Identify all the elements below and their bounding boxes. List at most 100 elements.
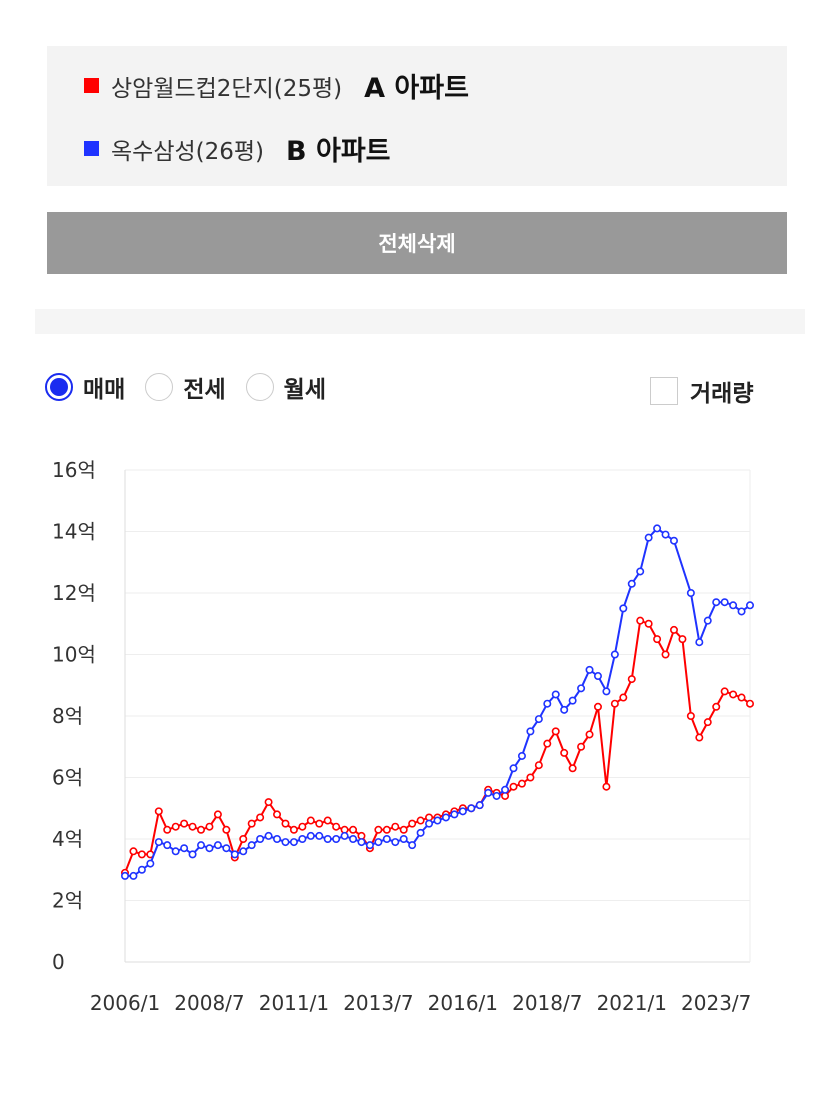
legend-tag-b: B 아파트 bbox=[286, 136, 391, 167]
data-point bbox=[577, 742, 586, 751]
data-point bbox=[560, 748, 569, 757]
data-point bbox=[188, 850, 197, 859]
data-point bbox=[484, 788, 493, 797]
data-point bbox=[585, 665, 594, 674]
data-point bbox=[137, 850, 146, 859]
y-tick-label: 16억 bbox=[52, 458, 96, 482]
data-point bbox=[171, 847, 180, 856]
data-point bbox=[602, 782, 611, 791]
volume-checkbox[interactable] bbox=[650, 377, 678, 405]
data-point bbox=[627, 579, 636, 588]
data-point bbox=[720, 687, 729, 696]
data-point bbox=[298, 822, 307, 831]
data-point bbox=[399, 834, 408, 843]
data-point bbox=[669, 625, 678, 634]
data-point bbox=[281, 819, 290, 828]
volume-toggle[interactable]: 거래량 bbox=[650, 374, 753, 408]
data-point bbox=[289, 838, 298, 847]
data-point bbox=[661, 530, 670, 539]
data-point bbox=[408, 819, 417, 828]
x-tick-label: 2023/7 bbox=[681, 991, 751, 1015]
data-point bbox=[247, 819, 256, 828]
data-point bbox=[129, 847, 138, 856]
data-point bbox=[315, 819, 324, 828]
data-point bbox=[239, 834, 248, 843]
radio-sale[interactable]: 매매 bbox=[45, 370, 125, 404]
legend-label-b: 옥수삼성(26평) bbox=[111, 138, 265, 165]
data-point bbox=[256, 834, 265, 843]
data-point bbox=[416, 828, 425, 837]
x-tick-label: 2018/7 bbox=[512, 991, 582, 1015]
radio-sale-label: 매매 bbox=[83, 377, 126, 403]
data-point bbox=[526, 773, 535, 782]
data-point bbox=[467, 804, 476, 813]
data-point bbox=[543, 739, 552, 748]
data-point bbox=[577, 684, 586, 693]
data-point bbox=[568, 696, 577, 705]
y-tick-label: 10억 bbox=[52, 643, 96, 667]
y-tick-label: 14억 bbox=[52, 520, 96, 544]
data-point bbox=[154, 807, 163, 816]
data-point bbox=[391, 838, 400, 847]
data-point bbox=[264, 798, 273, 807]
data-point bbox=[619, 604, 628, 613]
y-tick-label: 6억 bbox=[52, 766, 83, 790]
series-line-a bbox=[124, 619, 751, 874]
legend-item-b[interactable]: 옥수삼성(26평) B 아파트 bbox=[84, 129, 391, 168]
data-point bbox=[737, 607, 746, 616]
data-point bbox=[121, 871, 130, 880]
data-point bbox=[712, 598, 721, 607]
data-point bbox=[180, 819, 189, 828]
data-point bbox=[534, 761, 543, 770]
data-point bbox=[602, 687, 611, 696]
data-point bbox=[273, 834, 282, 843]
data-point bbox=[349, 834, 358, 843]
data-point bbox=[399, 825, 408, 834]
data-point bbox=[526, 727, 535, 736]
legend-tag-a: A 아파트 bbox=[364, 73, 469, 104]
data-point bbox=[551, 690, 560, 699]
data-point bbox=[568, 764, 577, 773]
blue-square-icon bbox=[84, 141, 99, 156]
data-point bbox=[543, 699, 552, 708]
radio-jeonse[interactable]: 전세 bbox=[145, 370, 226, 404]
data-point bbox=[323, 834, 332, 843]
y-tick-label: 2억 bbox=[52, 889, 83, 913]
data-point bbox=[408, 841, 417, 850]
y-tick-label: 8억 bbox=[52, 704, 83, 728]
data-point bbox=[264, 831, 273, 840]
data-point bbox=[374, 838, 383, 847]
data-point bbox=[703, 616, 712, 625]
delete-all-button[interactable]: 전체삭제 bbox=[47, 212, 787, 274]
radio-monthly[interactable]: 월세 bbox=[245, 370, 326, 404]
data-point bbox=[332, 822, 341, 831]
legend-item-a[interactable]: 상암월드컵2단지(25평) A 아파트 bbox=[84, 66, 469, 105]
data-point bbox=[171, 822, 180, 831]
data-point bbox=[661, 650, 670, 659]
data-point bbox=[695, 733, 704, 742]
data-point bbox=[669, 536, 678, 545]
data-point bbox=[298, 834, 307, 843]
data-point bbox=[205, 822, 214, 831]
radio-unselected-icon[interactable] bbox=[145, 373, 174, 401]
data-point bbox=[644, 619, 653, 628]
x-tick-label: 2008/7 bbox=[174, 991, 244, 1015]
data-point bbox=[501, 785, 510, 794]
data-point bbox=[349, 825, 358, 834]
data-point bbox=[289, 825, 298, 834]
data-point bbox=[475, 801, 484, 810]
x-tick-label: 2013/7 bbox=[343, 991, 413, 1015]
data-point bbox=[382, 825, 391, 834]
data-point bbox=[425, 819, 434, 828]
data-point bbox=[315, 831, 324, 840]
data-point bbox=[551, 727, 560, 736]
trade-type-radio-group: 매매 전세 월세 bbox=[45, 370, 346, 404]
data-point bbox=[678, 635, 687, 644]
radio-unselected-icon[interactable] bbox=[245, 373, 274, 401]
data-point bbox=[433, 816, 442, 825]
data-point bbox=[509, 764, 518, 773]
data-point bbox=[146, 859, 155, 868]
radio-selected-icon[interactable] bbox=[45, 373, 73, 401]
data-point bbox=[239, 847, 248, 856]
data-point bbox=[729, 601, 738, 610]
